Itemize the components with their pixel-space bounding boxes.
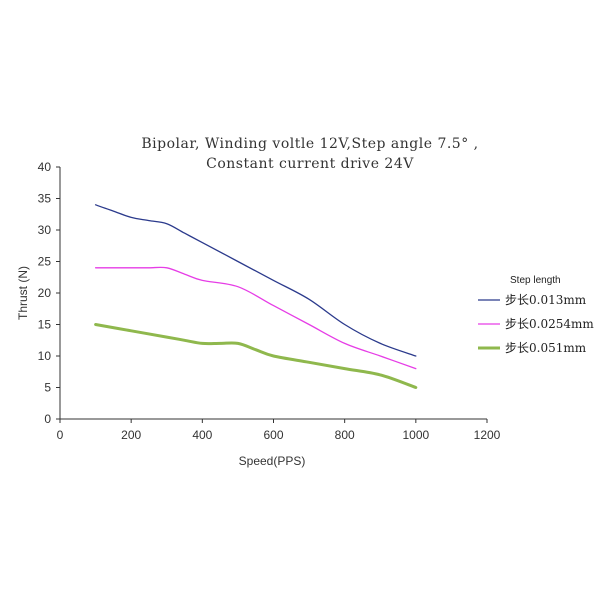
x-tick-label: 800 xyxy=(335,428,355,442)
x-axis-label: Speed(PPS) xyxy=(239,454,306,468)
y-tick-label: 25 xyxy=(38,255,52,269)
legend: Step length 步长0.013mm 步长0.0254mm 步长0.051mm xyxy=(478,275,594,355)
y-axis-ticks: 0 5 10 15 20 25 30 35 40 xyxy=(38,160,60,426)
legend-label-1: 步长0.013mm xyxy=(505,293,587,307)
chart-title-line-1: Bipolar, Winding voltle 12V,Step angle 7… xyxy=(141,136,478,152)
y-tick-label: 5 xyxy=(44,381,51,395)
x-tick-label: 200 xyxy=(121,428,141,442)
legend-title: Step length xyxy=(510,275,561,286)
series-line-1 xyxy=(94,204,417,357)
x-tick-label: 600 xyxy=(263,428,283,442)
x-tick-label: 0 xyxy=(57,428,64,442)
x-tick-label: 1200 xyxy=(474,428,501,442)
x-tick-label: 400 xyxy=(192,428,212,442)
legend-label-2: 步长0.0254mm xyxy=(505,317,594,331)
x-tick-label: 1000 xyxy=(402,428,429,442)
series-line-3 xyxy=(94,323,418,389)
y-tick-label: 10 xyxy=(38,349,52,363)
y-tick-label: 20 xyxy=(38,286,52,300)
y-tick-label: 40 xyxy=(38,160,52,174)
x-axis-ticks: 0 200 400 600 800 1000 1200 xyxy=(57,419,501,442)
legend-label-3: 步长0.051mm xyxy=(505,341,587,355)
y-tick-label: 35 xyxy=(38,192,52,206)
y-tick-label: 30 xyxy=(38,223,52,237)
series-lines xyxy=(94,204,418,389)
y-tick-label: 15 xyxy=(38,318,52,332)
series-line-2 xyxy=(94,266,417,370)
chart-title-line-2: Constant current drive 24V xyxy=(206,156,414,172)
y-axis-label: Thrust (N) xyxy=(16,266,30,320)
y-tick-label: 0 xyxy=(44,412,51,426)
